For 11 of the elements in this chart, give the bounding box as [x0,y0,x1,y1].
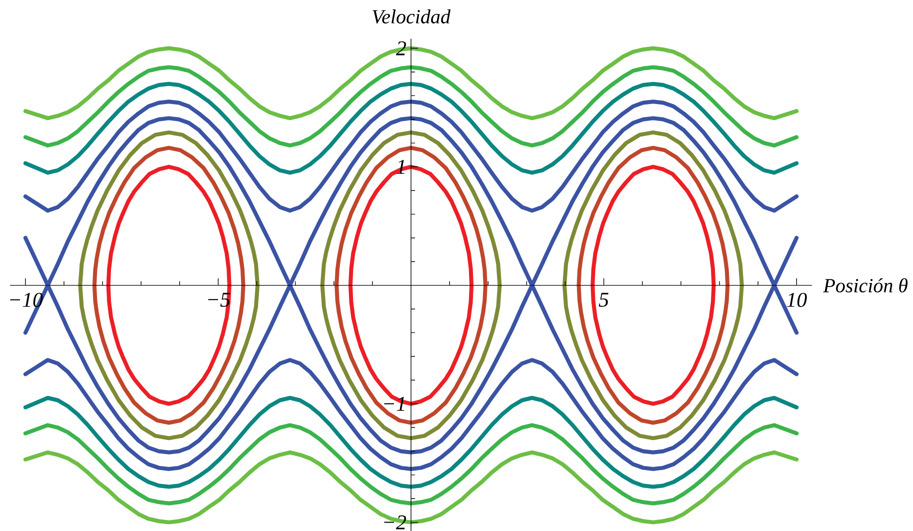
line-series [23,82,799,175]
line-series [23,423,799,506]
y-axis-title: Velocidad [372,9,451,24]
x-tick-label: 10 [786,292,807,307]
line-series [23,358,799,471]
line-series [23,65,799,148]
y-tick-label: −1 [384,396,404,411]
x-axis-title: Posición θ [823,278,908,292]
line-series [23,396,799,489]
line-series [23,100,799,213]
x-tick-label: 5 [598,292,608,307]
